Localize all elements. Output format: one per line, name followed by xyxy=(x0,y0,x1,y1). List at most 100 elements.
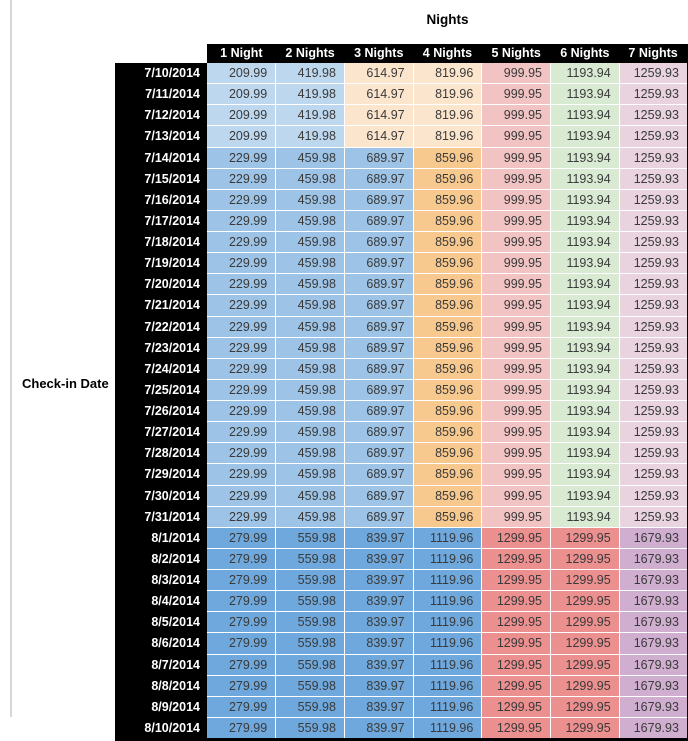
price-cell[interactable]: 999.95 xyxy=(481,210,552,233)
price-cell[interactable]: 859.96 xyxy=(413,189,483,211)
price-cell[interactable]: 459.98 xyxy=(275,400,345,423)
price-cell[interactable]: 999.95 xyxy=(481,125,552,148)
price-cell[interactable]: 689.97 xyxy=(344,231,414,254)
price-cell[interactable]: 1299.95 xyxy=(550,675,620,697)
price-cell[interactable]: 1119.96 xyxy=(413,611,483,634)
price-cell[interactable]: 1299.95 xyxy=(550,717,620,741)
price-cell[interactable]: 1119.96 xyxy=(413,548,483,571)
price-cell[interactable]: 1193.94 xyxy=(550,463,620,486)
price-cell[interactable]: 459.98 xyxy=(275,273,345,296)
price-cell[interactable]: 1259.93 xyxy=(619,506,688,528)
price-cell[interactable]: 229.99 xyxy=(207,485,277,507)
price-cell[interactable]: 1299.95 xyxy=(481,675,552,697)
price-cell[interactable]: 1259.93 xyxy=(619,421,688,444)
price-cell[interactable]: 209.99 xyxy=(207,125,277,148)
price-cell[interactable]: 859.96 xyxy=(413,147,483,169)
date-cell[interactable]: 7/18/2014 xyxy=(115,231,207,253)
price-cell[interactable]: 689.97 xyxy=(344,168,414,190)
price-cell[interactable]: 1259.93 xyxy=(619,400,688,423)
date-cell[interactable]: 7/17/2014 xyxy=(115,210,207,232)
price-cell[interactable]: 859.96 xyxy=(413,358,483,380)
price-cell[interactable]: 459.98 xyxy=(275,252,345,275)
price-cell[interactable]: 279.99 xyxy=(207,675,277,697)
price-cell[interactable]: 999.95 xyxy=(481,337,552,359)
price-cell[interactable]: 419.98 xyxy=(275,125,345,148)
price-cell[interactable]: 229.99 xyxy=(207,231,277,254)
price-cell[interactable]: 819.96 xyxy=(413,83,483,106)
price-cell[interactable]: 229.99 xyxy=(207,294,277,317)
price-cell[interactable]: 1259.93 xyxy=(619,189,688,211)
date-cell[interactable]: 7/26/2014 xyxy=(115,400,207,422)
date-cell[interactable]: 8/3/2014 xyxy=(115,569,207,591)
price-cell[interactable]: 689.97 xyxy=(344,485,414,507)
price-cell[interactable]: 1679.93 xyxy=(619,696,688,718)
price-cell[interactable]: 229.99 xyxy=(207,421,277,444)
price-cell[interactable]: 689.97 xyxy=(344,316,414,338)
price-cell[interactable]: 459.98 xyxy=(275,189,345,211)
price-cell[interactable]: 689.97 xyxy=(344,400,414,423)
price-cell[interactable]: 229.99 xyxy=(207,337,277,359)
price-cell[interactable]: 689.97 xyxy=(344,273,414,296)
price-cell[interactable]: 1259.93 xyxy=(619,63,688,85)
price-cell[interactable]: 1299.95 xyxy=(481,548,552,571)
price-cell[interactable]: 689.97 xyxy=(344,463,414,486)
date-cell[interactable]: 8/9/2014 xyxy=(115,696,207,718)
price-cell[interactable]: 279.99 xyxy=(207,590,277,613)
date-cell[interactable]: 7/31/2014 xyxy=(115,506,207,528)
price-cell[interactable]: 859.96 xyxy=(413,168,483,190)
price-cell[interactable]: 459.98 xyxy=(275,379,345,402)
date-cell[interactable]: 8/5/2014 xyxy=(115,611,207,633)
price-cell[interactable]: 1119.96 xyxy=(413,696,483,718)
price-cell[interactable]: 1679.93 xyxy=(619,569,688,592)
date-cell[interactable]: 8/1/2014 xyxy=(115,527,207,549)
price-cell[interactable]: 859.96 xyxy=(413,231,483,254)
price-cell[interactable]: 459.98 xyxy=(275,168,345,190)
price-cell[interactable]: 819.96 xyxy=(413,63,483,85)
price-cell[interactable]: 559.98 xyxy=(275,590,345,613)
price-cell[interactable]: 999.95 xyxy=(481,231,552,254)
date-cell[interactable]: 7/10/2014 xyxy=(115,63,207,84)
price-cell[interactable]: 819.96 xyxy=(413,125,483,148)
price-cell[interactable]: 1119.96 xyxy=(413,632,483,655)
price-cell[interactable]: 1193.94 xyxy=(550,147,620,169)
date-cell[interactable]: 8/10/2014 xyxy=(115,717,207,740)
price-cell[interactable]: 999.95 xyxy=(481,168,552,190)
price-cell[interactable]: 459.98 xyxy=(275,442,345,465)
price-cell[interactable]: 1119.96 xyxy=(413,569,483,592)
price-cell[interactable]: 839.97 xyxy=(344,717,414,741)
price-cell[interactable]: 1193.94 xyxy=(550,189,620,211)
price-cell[interactable]: 999.95 xyxy=(481,147,552,169)
price-cell[interactable]: 859.96 xyxy=(413,316,483,338)
price-cell[interactable]: 229.99 xyxy=(207,463,277,486)
price-cell[interactable]: 279.99 xyxy=(207,611,277,634)
price-cell[interactable]: 839.97 xyxy=(344,654,414,676)
price-cell[interactable]: 999.95 xyxy=(481,442,552,465)
price-cell[interactable]: 999.95 xyxy=(481,294,552,317)
price-cell[interactable]: 1259.93 xyxy=(619,463,688,486)
date-cell[interactable]: 8/6/2014 xyxy=(115,632,207,654)
price-cell[interactable]: 559.98 xyxy=(275,696,345,718)
price-cell[interactable]: 1299.95 xyxy=(550,654,620,676)
price-cell[interactable]: 689.97 xyxy=(344,379,414,402)
price-cell[interactable]: 999.95 xyxy=(481,506,552,528)
price-cell[interactable]: 1259.93 xyxy=(619,210,688,233)
price-cell[interactable]: 1193.94 xyxy=(550,485,620,507)
price-cell[interactable]: 1299.95 xyxy=(550,632,620,655)
price-cell[interactable]: 1119.96 xyxy=(413,675,483,697)
price-cell[interactable]: 1299.95 xyxy=(550,569,620,592)
price-cell[interactable]: 229.99 xyxy=(207,316,277,338)
price-cell[interactable]: 279.99 xyxy=(207,632,277,655)
price-cell[interactable]: 1193.94 xyxy=(550,273,620,296)
price-cell[interactable]: 839.97 xyxy=(344,611,414,634)
price-cell[interactable]: 999.95 xyxy=(481,63,552,85)
price-cell[interactable]: 1193.94 xyxy=(550,168,620,190)
price-cell[interactable]: 1259.93 xyxy=(619,147,688,169)
date-cell[interactable]: 7/11/2014 xyxy=(115,83,207,105)
price-cell[interactable]: 859.96 xyxy=(413,252,483,275)
price-cell[interactable]: 999.95 xyxy=(481,104,552,127)
price-cell[interactable]: 279.99 xyxy=(207,569,277,592)
price-cell[interactable]: 559.98 xyxy=(275,548,345,571)
price-cell[interactable]: 614.97 xyxy=(344,104,414,127)
price-cell[interactable]: 999.95 xyxy=(481,463,552,486)
price-cell[interactable]: 459.98 xyxy=(275,231,345,254)
